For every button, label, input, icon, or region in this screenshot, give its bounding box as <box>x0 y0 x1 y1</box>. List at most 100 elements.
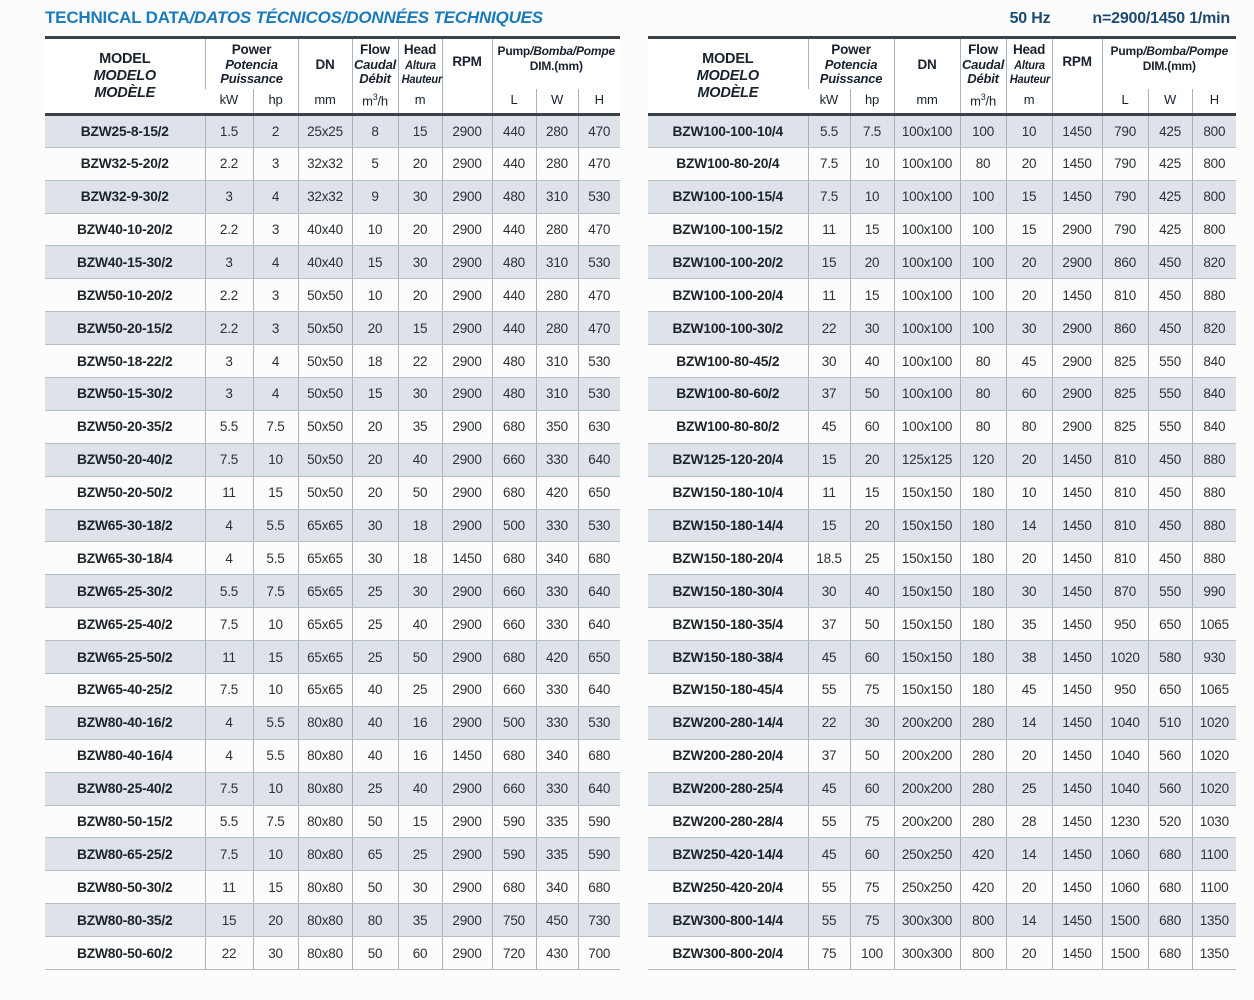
model-cell: BZW150-180-20/4 <box>648 541 809 576</box>
value-cell: 25 <box>351 574 399 609</box>
value-cell: 50 <box>351 805 399 839</box>
value-cell: 7.5 <box>204 837 253 872</box>
model-cell: BZW50-20-40/2 <box>45 443 205 477</box>
value-cell: 810 <box>1101 509 1149 543</box>
value-cell: 60 <box>849 772 895 806</box>
value-cell: 1.5 <box>204 114 253 148</box>
value-cell: 590 <box>577 837 621 872</box>
value-cell: 40 <box>849 574 895 609</box>
table-row: BZW50-20-35/2 5.5 7.5 50x50 20 35 2900 680 350 63… <box>45 410 621 444</box>
value-cell: 2900 <box>441 805 493 839</box>
model-column-header: MODEL MODELO MODÈLE <box>45 37 205 115</box>
value-cell: 280 <box>959 805 1007 839</box>
value-cell: 1450 <box>441 739 493 773</box>
value-cell: 810 <box>1101 476 1149 510</box>
value-cell: 2900 <box>441 706 493 740</box>
pump-dim-label-line1: Pump/Bomba/Pompe <box>1110 44 1229 58</box>
table-row: BZW150-180-20/4 18.5 25 150x150 180 20 1450 810… <box>648 541 1237 576</box>
value-cell: 680 <box>491 476 537 510</box>
value-cell: 8 <box>351 114 399 148</box>
value-cell: 20 <box>1005 443 1053 477</box>
value-cell: 1030 <box>1191 805 1237 839</box>
value-cell: 530 <box>577 509 621 543</box>
value-cell: 150x150 <box>893 673 961 707</box>
model-cell: BZW150-180-45/4 <box>648 673 809 707</box>
value-cell: 30 <box>397 377 443 411</box>
value-cell: 100x100 <box>893 213 961 247</box>
value-cell: 1040 <box>1101 706 1149 740</box>
value-cell: 15 <box>252 870 299 905</box>
model-cell: BZW100-100-30/2 <box>648 311 809 346</box>
table-row: BZW50-15-30/2 3 4 50x50 15 30 2900 480 310 530 <box>45 377 621 411</box>
table-row: BZW50-10-20/2 2.2 3 50x50 10 20 2900 440 280 470 <box>45 278 621 313</box>
table-row: BZW80-50-60/2 22 30 80x80 50 60 2900 720 430 700 <box>45 936 621 970</box>
value-cell: 2900 <box>441 278 493 313</box>
value-cell: 7.5 <box>252 410 299 444</box>
value-cell: 1450 <box>1051 607 1103 642</box>
value-cell: 7.5 <box>204 607 253 642</box>
value-cell: 20 <box>351 410 399 444</box>
model-cell: BZW300-800-20/4 <box>648 936 809 970</box>
value-cell: 14 <box>1005 706 1053 740</box>
value-cell: 4 <box>252 245 299 280</box>
value-cell: 25 <box>351 772 399 806</box>
value-cell: 20 <box>1005 936 1053 970</box>
frequency-speed-block: 50 Hz n=2900/1450 1/min <box>1010 10 1231 28</box>
model-cell: BZW40-10-20/2 <box>45 213 205 247</box>
value-cell: 20 <box>351 311 399 346</box>
value-cell: 10 <box>351 213 399 247</box>
value-cell: 60 <box>849 640 895 674</box>
value-cell: 15 <box>351 245 399 280</box>
value-cell: 2900 <box>1051 245 1103 280</box>
value-cell: 425 <box>1147 180 1193 214</box>
value-cell: 30 <box>1005 311 1053 346</box>
value-cell: 3 <box>252 278 299 313</box>
value-cell: 660 <box>491 574 537 609</box>
model-cell: BZW50-10-20/2 <box>45 278 205 313</box>
value-cell: 5 <box>351 147 399 181</box>
value-cell: 45 <box>807 640 851 674</box>
value-cell: 420 <box>535 476 579 510</box>
value-cell: 55 <box>807 673 851 707</box>
value-cell: 50 <box>397 640 443 674</box>
value-cell: 25x25 <box>297 114 353 148</box>
model-column-header: MODEL MODELO MODÈLE <box>648 37 809 115</box>
rpm-column-header: RPM <box>441 37 493 115</box>
value-cell: 20 <box>397 213 443 247</box>
model-cell: BZW100-100-20/2 <box>648 245 809 280</box>
value-cell: 1230 <box>1101 805 1149 839</box>
head-label-en: Head <box>403 42 437 57</box>
value-cell: 120 <box>959 443 1007 477</box>
value-cell: 1020 <box>1101 640 1149 674</box>
value-cell: 1040 <box>1101 739 1149 773</box>
model-cell: BZW250-420-20/4 <box>648 870 809 905</box>
head-label-fr: Hauteur <box>401 72 442 86</box>
value-cell: 650 <box>1147 673 1193 707</box>
value-cell: 680 <box>577 541 621 576</box>
value-cell: 1450 <box>1051 805 1103 839</box>
model-cell: BZW200-280-14/4 <box>648 706 809 740</box>
page-title: TECHNICAL DATA/DATOS TÉCNICOS/DONNÉES TE… <box>45 8 543 28</box>
value-cell: 700 <box>577 936 621 970</box>
value-cell: 330 <box>535 443 579 477</box>
value-cell: 80 <box>959 344 1007 378</box>
value-cell: 10 <box>252 837 299 872</box>
model-cell: BZW150-180-14/4 <box>648 509 809 543</box>
model-cell: BZW80-50-15/2 <box>45 805 205 839</box>
unit-flow: m3/h <box>351 88 399 115</box>
table-row: BZW65-25-30/2 5.5 7.5 65x65 25 30 2900 660 330 64… <box>45 574 621 609</box>
table-row: BZW65-30-18/4 4 5.5 65x65 30 18 1450 680 340 680 <box>45 541 621 576</box>
value-cell: 65x65 <box>297 640 353 674</box>
value-cell: 680 <box>491 640 537 674</box>
value-cell: 60 <box>849 410 895 444</box>
power-label-es: Potencia <box>225 56 278 72</box>
value-cell: 1500 <box>1101 936 1149 970</box>
value-cell: 100x100 <box>893 147 961 181</box>
value-cell: 330 <box>535 574 579 609</box>
value-cell: 840 <box>1191 344 1237 378</box>
value-cell: 20 <box>849 509 895 543</box>
value-cell: 50x50 <box>297 377 353 411</box>
value-cell: 22 <box>807 706 851 740</box>
value-cell: 60 <box>849 837 895 872</box>
value-cell: 2900 <box>441 903 493 938</box>
